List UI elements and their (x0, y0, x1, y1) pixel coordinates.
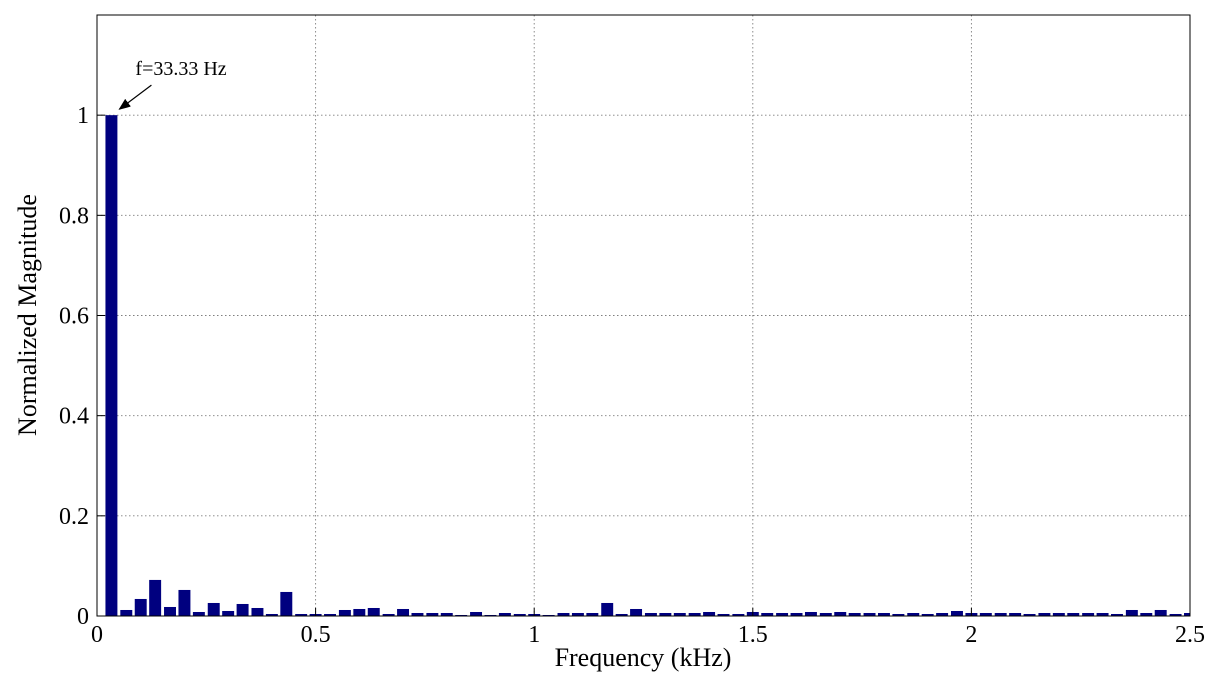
bar (848, 612, 861, 616)
x-tick-label: 0.5 (301, 622, 331, 648)
bar (222, 610, 235, 616)
x-tick-label: 2.5 (1175, 622, 1205, 648)
bar (586, 612, 599, 616)
x-tick-label: 1 (528, 622, 540, 648)
bar (397, 608, 410, 616)
bar (134, 598, 147, 616)
bar (907, 612, 920, 616)
bar (601, 602, 614, 616)
bar (178, 589, 191, 616)
bar (164, 606, 176, 616)
bar (484, 614, 497, 616)
bar (921, 613, 934, 616)
bar (265, 613, 278, 616)
bar (1125, 609, 1138, 616)
bar (280, 591, 293, 616)
bar (994, 612, 1007, 616)
bar (1111, 613, 1123, 616)
bar (819, 612, 832, 616)
bar (295, 613, 308, 616)
bar (236, 603, 249, 616)
y-tick-label: 0.6 (59, 304, 89, 330)
bar (1052, 612, 1065, 616)
bar (979, 612, 992, 616)
bar (149, 579, 162, 616)
bar (790, 612, 803, 616)
bar (644, 612, 657, 616)
bar (470, 611, 483, 616)
bar (1140, 612, 1153, 616)
bar (703, 611, 716, 616)
bar (834, 611, 847, 616)
bar (105, 115, 118, 616)
bar (207, 602, 220, 616)
bar (1023, 613, 1036, 616)
bar (1154, 609, 1167, 616)
bar (1184, 612, 1190, 616)
bar (659, 612, 672, 616)
ticks: 0 0.5 1 1.5 2 2.5 0 0.2 0.4 0.6 0.8 1 (59, 103, 1205, 648)
bar (440, 612, 453, 616)
x-tick-label: 1.5 (738, 622, 768, 648)
bar (426, 612, 439, 616)
bar (950, 610, 963, 616)
bar (382, 613, 395, 616)
bar (192, 611, 205, 616)
bar (251, 607, 264, 616)
x-tick-label: 2 (965, 622, 977, 648)
bar (761, 612, 774, 616)
y-tick-label: 0.8 (59, 203, 89, 229)
bar (673, 612, 686, 616)
bar (877, 612, 890, 616)
annotation: f=33.33 Hz (118, 58, 227, 110)
bar (615, 613, 628, 616)
bar (120, 609, 133, 616)
bar (732, 613, 745, 616)
bar (455, 614, 468, 616)
bar (1038, 612, 1051, 616)
bar (1096, 612, 1109, 616)
bar (863, 612, 876, 616)
bar (338, 609, 351, 616)
bar (776, 612, 789, 616)
y-tick-label: 0.4 (59, 404, 89, 430)
bar (498, 612, 511, 616)
bar (367, 607, 380, 616)
y-tick-label: 0 (77, 604, 89, 630)
bar (804, 611, 817, 616)
bar (557, 612, 570, 616)
y-tick-label: 1 (77, 103, 89, 129)
bar (936, 612, 949, 616)
bar (630, 608, 643, 616)
bar (688, 612, 701, 616)
bar (1082, 612, 1095, 616)
annotation-text: f=33.33 Hz (135, 58, 226, 80)
bar (1169, 613, 1182, 616)
bar (571, 612, 584, 616)
y-tick-label: 0.2 (59, 504, 89, 530)
bar (353, 608, 366, 616)
bar (1009, 612, 1022, 616)
bar (324, 613, 337, 616)
bars (105, 115, 1190, 616)
annotation-arrow (118, 84, 152, 110)
bar (411, 612, 424, 616)
bar (542, 614, 555, 616)
bar (513, 613, 526, 616)
x-tick-label: 0 (91, 622, 103, 648)
bar (892, 613, 905, 616)
x-axis-label: Frequency (kHz) (555, 643, 732, 672)
bar (717, 613, 730, 616)
y-axis-label: Normalized Magnitude (13, 194, 42, 436)
bar (1067, 612, 1080, 616)
